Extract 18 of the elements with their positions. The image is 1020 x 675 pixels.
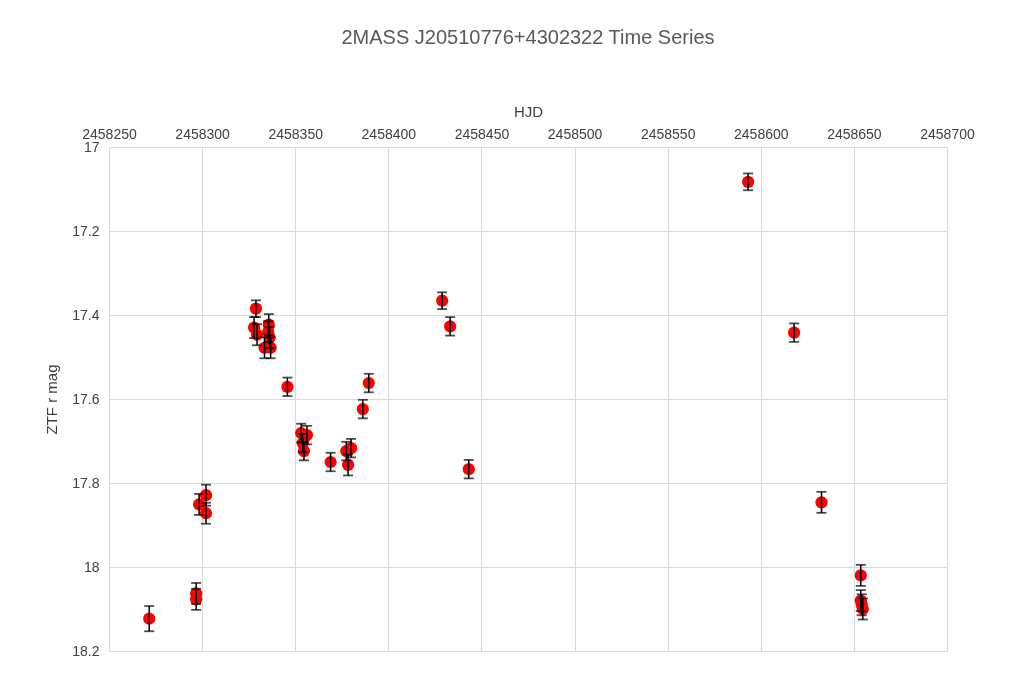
- x-tick-label: 2458500: [547, 125, 603, 142]
- y-tick-label: 17.4: [72, 306, 100, 323]
- y-tick-label: 18.2: [72, 642, 100, 659]
- y-tick-label: 17.6: [72, 390, 100, 407]
- x-tick-label: 2458300: [175, 125, 231, 142]
- x-axis-title: HJD: [513, 102, 544, 120]
- y-tick-label: 17.2: [72, 222, 100, 239]
- chart-title: 2MASS J20510776+4302322 Time Series: [341, 26, 715, 48]
- x-tick-label: 2458400: [361, 125, 417, 142]
- y-axis-title: ZTF r mag: [43, 364, 61, 435]
- x-tick-label: 2458600: [734, 125, 789, 142]
- x-tick-label: 2458650: [827, 125, 882, 142]
- y-tick-label: 17.8: [72, 474, 100, 491]
- x-tick-label: 2458700: [920, 125, 975, 142]
- x-tick-label: 2458550: [640, 125, 696, 142]
- x-tick-label: 2458350: [268, 125, 324, 142]
- y-tick-label: 18: [83, 558, 100, 575]
- x-tick-label: 2458450: [454, 125, 510, 142]
